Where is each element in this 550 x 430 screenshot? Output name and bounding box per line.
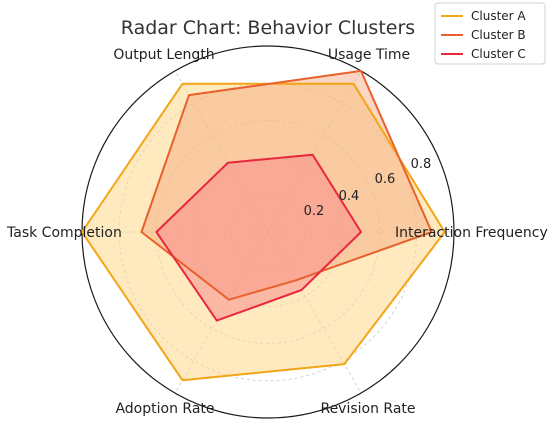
axis-label-4: Task Completion xyxy=(6,225,122,241)
chart-title: Radar Chart: Behavior Clusters xyxy=(121,17,415,39)
radial-tick-1: 0.2 xyxy=(304,204,325,219)
axis-label-3: Output Length xyxy=(113,47,214,63)
legend-label-2: Cluster B xyxy=(471,28,526,42)
radial-tick-4: 0.8 xyxy=(411,157,432,172)
legend-label-1: Cluster A xyxy=(471,9,526,23)
axis-label-5: Adoption Rate xyxy=(115,401,214,417)
series-area-3 xyxy=(156,154,361,321)
axis-labels: Interaction Frequency Usage Time Output Le… xyxy=(6,47,548,417)
axis-label-6: Revision Rate xyxy=(320,401,415,417)
legend-frame xyxy=(434,2,546,65)
series-layer xyxy=(81,69,446,382)
series-line-3 xyxy=(155,153,362,322)
legend-label-3: Cluster C xyxy=(471,47,526,61)
legend: Cluster A Cluster B Cluster C xyxy=(434,2,546,65)
radial-tick-2: 0.4 xyxy=(339,189,360,204)
series-line-1 xyxy=(81,82,446,382)
series-line-2 xyxy=(140,69,433,301)
axis-label-1: Interaction Frequency xyxy=(395,225,548,241)
radial-tick-3: 0.6 xyxy=(375,172,396,187)
radial-tick-labels: 0.2 0.4 0.6 0.8 xyxy=(304,157,432,219)
axis-label-2: Usage Time xyxy=(328,47,410,63)
